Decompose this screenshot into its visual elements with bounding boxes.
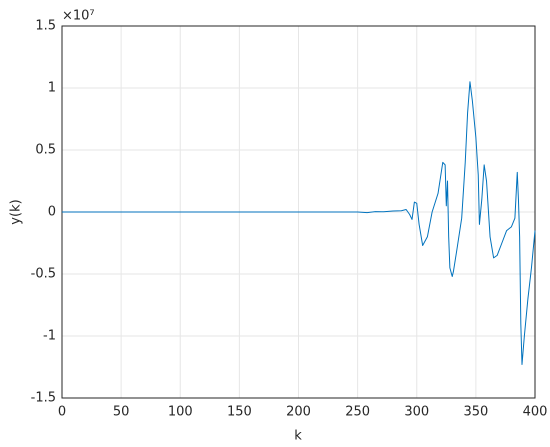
x-tick-label: 350	[463, 405, 488, 420]
x-tick-label: 300	[404, 405, 429, 420]
y-tick-label: 1	[48, 81, 56, 96]
y-multiplier: ×10⁷	[62, 9, 95, 24]
y-tick-label: 0.5	[35, 143, 56, 158]
x-tick-label: 150	[227, 405, 252, 420]
x-tick-label: 100	[168, 405, 193, 420]
y-tick-label: -1.5	[31, 391, 56, 406]
y-tick-label: 0	[48, 205, 56, 220]
x-tick-label: 50	[113, 405, 130, 420]
y-axis-label: y(k)	[9, 199, 24, 224]
y-tick-label: -1	[43, 329, 56, 344]
y-tick-label: -0.5	[31, 267, 56, 282]
x-tick-label: 0	[58, 405, 66, 420]
x-axis-label: k	[294, 429, 302, 444]
x-tick-label: 250	[345, 405, 370, 420]
data-line	[62, 81, 536, 366]
x-tick-label: 400	[523, 405, 548, 420]
x-tick-label: 200	[286, 405, 311, 420]
y-tick-label: 1.5	[35, 19, 56, 34]
